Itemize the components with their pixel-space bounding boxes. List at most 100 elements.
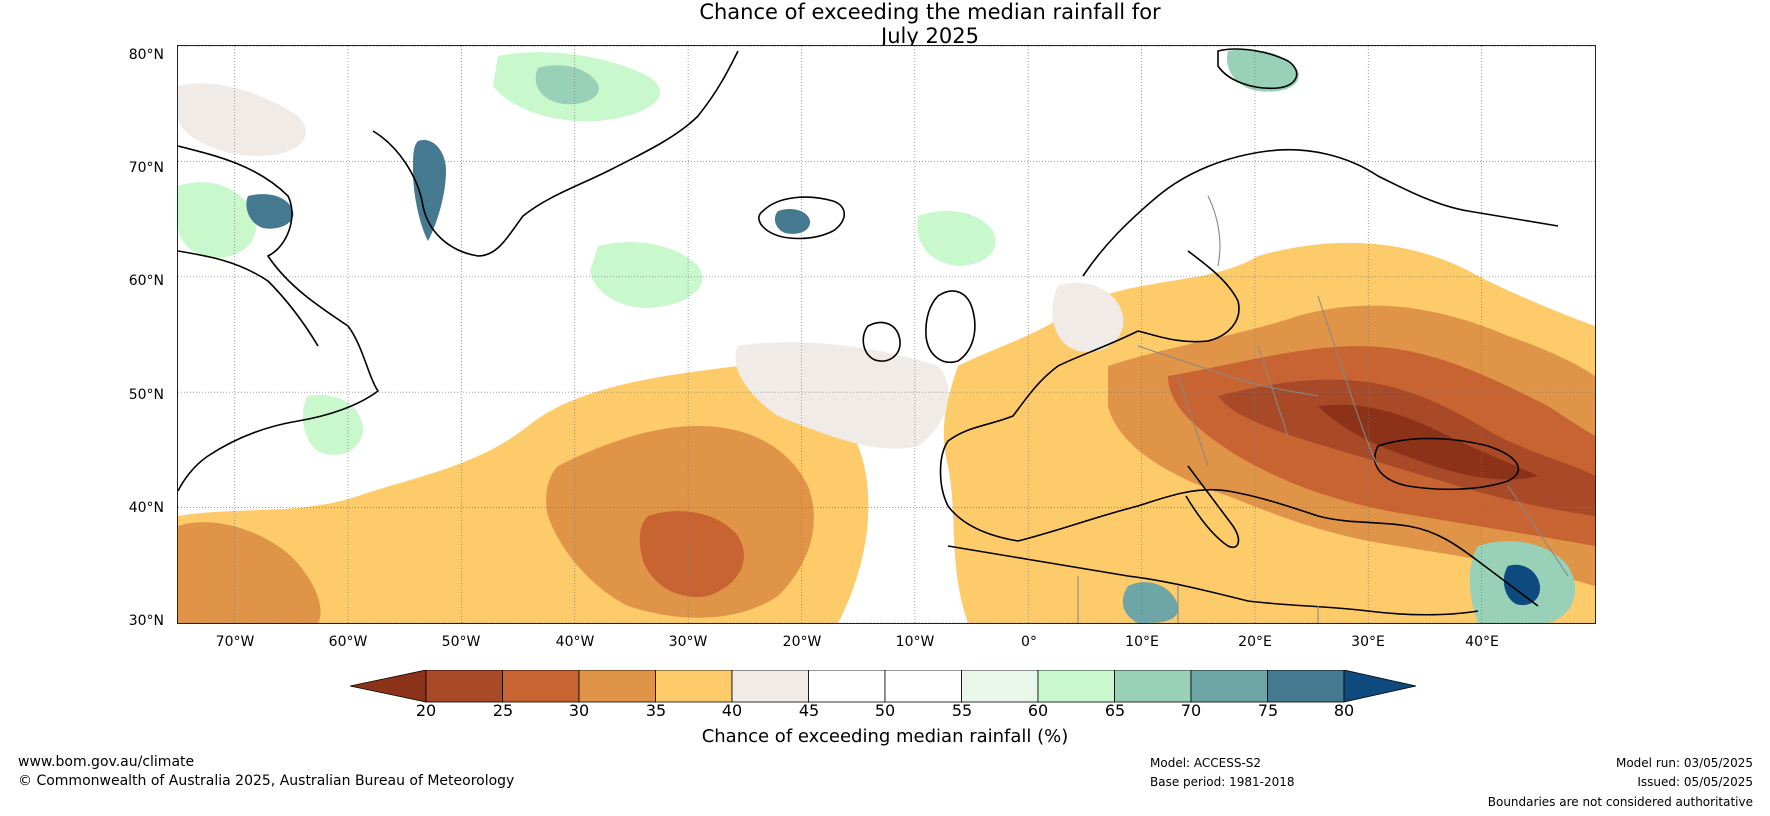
map-gridlines <box>178 46 1595 623</box>
lon-label-60w: 60°W <box>328 634 368 650</box>
model-run-text: Model run: 03/05/2025 <box>1615 756 1753 770</box>
lon-label-20w: 20°W <box>782 634 822 650</box>
lat-label-50n: 50°N <box>128 387 164 403</box>
dry-region-europe-20 <box>1318 404 1538 480</box>
lat-label-30n: 30°N <box>128 613 164 629</box>
map-title-line1: Chance of exceeding the median rainfall … <box>699 0 1161 24</box>
greenland-coast <box>372 50 739 257</box>
north-america-coast <box>178 145 380 492</box>
british-isles-coast <box>925 290 976 363</box>
colorbar-swatch <box>502 670 580 703</box>
colorbar-swatch <box>1037 670 1115 703</box>
base-period-text: Base period: 1981-2018 <box>1150 775 1295 789</box>
colorbar-tick-30: 30 <box>568 701 590 720</box>
website-text: www.bom.gov.au/climate <box>18 754 195 770</box>
colorbar-extension-high <box>1343 670 1417 703</box>
western-europe-coast <box>939 330 1139 542</box>
norway-coast <box>1082 148 1559 277</box>
colorbar-tick-50: 50 <box>874 701 896 720</box>
lon-label-40e: 40°E <box>1465 634 1499 650</box>
lon-label-20e: 20°E <box>1238 634 1272 650</box>
lat-label-40n: 40°N <box>128 500 164 516</box>
colorbar-swatch <box>425 670 503 703</box>
colorbar <box>350 670 1417 703</box>
svalbard-coast <box>1217 48 1298 90</box>
rainfall-map <box>177 45 1596 624</box>
mediterranean-coast <box>1017 488 1539 607</box>
disclaimer-text: Boundaries are not considered authoritat… <box>1487 795 1753 809</box>
dry-region-west-coast <box>178 522 321 623</box>
colorbar-tick-20: 20 <box>415 701 437 720</box>
lat-label-70n: 70°N <box>128 160 164 176</box>
border-north-africa <box>1077 576 1319 623</box>
country-borders <box>1077 195 1569 623</box>
colorbar-swatch <box>731 670 809 703</box>
labrador-coast <box>178 250 319 347</box>
black-sea-coast <box>1374 437 1520 491</box>
wet-region-iceland <box>774 209 811 234</box>
north-africa-coast <box>947 545 1479 616</box>
map-title: Chance of exceeding the median rainfall … <box>610 0 1250 48</box>
colorbar-swatch <box>578 670 656 703</box>
map-title-line2: July 2025 <box>881 24 979 48</box>
border-eastern-europe <box>1317 295 1379 467</box>
italy-coast <box>1185 465 1240 548</box>
wet-region-labrador <box>178 182 257 258</box>
wet-region-norway <box>917 211 996 266</box>
coastlines <box>178 48 1559 616</box>
lat-label-60n: 60°N <box>128 273 164 289</box>
wet-region-baffin <box>246 194 294 229</box>
colorbar-label: Chance of exceeding median rainfall (%) <box>701 726 1069 747</box>
colorbar-swatch <box>1267 670 1345 703</box>
map-canvas <box>178 46 1595 623</box>
wet-region-greenland-sea <box>590 242 703 308</box>
wet-region-libya <box>1122 582 1179 623</box>
colorbar-swatch <box>1114 670 1192 703</box>
colorbar-tick-65: 65 <box>1104 701 1126 720</box>
lon-label-50w: 50°W <box>441 634 481 650</box>
colorbar-tick-25: 25 <box>492 701 514 720</box>
border-scandinavia <box>1207 195 1221 267</box>
colorbar-tick-35: 35 <box>645 701 667 720</box>
dry-region-atlantic-30 <box>639 511 744 597</box>
colorbar-tick-60: 60 <box>1027 701 1049 720</box>
lat-label-80n: 80°N <box>128 47 164 63</box>
colorbar-tick-75: 75 <box>1257 701 1279 720</box>
colorbar-tick-55: 55 <box>951 701 973 720</box>
colorbar-swatches <box>350 670 1417 703</box>
neutral-region-mid-atlantic <box>735 342 949 449</box>
wet-region-greenland-east <box>413 140 446 241</box>
iceland-coast <box>758 196 846 240</box>
colorbar-tick-80: 80 <box>1333 701 1355 720</box>
model-text: Model: ACCESS-S2 <box>1150 756 1262 770</box>
colorbar-swatch <box>1190 670 1268 703</box>
colorbar-swatch <box>884 670 962 703</box>
wet-region-east-med-80 <box>1503 564 1541 606</box>
lon-label-10e: 10°E <box>1125 634 1159 650</box>
border-central-europe-3 <box>1257 345 1289 437</box>
colorbar-tick-40: 40 <box>721 701 743 720</box>
baltic-coast <box>1137 250 1240 343</box>
border-central-europe-1 <box>1137 345 1319 397</box>
colorbar-tick-45: 45 <box>798 701 820 720</box>
colorbar-swatch <box>961 670 1039 703</box>
colorbar-swatch <box>808 670 886 703</box>
lon-label-10w: 10°W <box>895 634 935 650</box>
ireland-coast <box>862 321 901 362</box>
wet-region-svalbard <box>1227 49 1299 92</box>
lon-label-30e: 30°E <box>1351 634 1385 650</box>
probability-fields <box>178 49 1595 623</box>
issued-text: Issued: 05/05/2025 <box>1637 775 1753 789</box>
lon-label-30w: 30°W <box>668 634 708 650</box>
wet-region-north-atlantic-70 <box>535 65 599 105</box>
colorbar-tick-70: 70 <box>1180 701 1202 720</box>
wet-region-newfoundland <box>302 395 363 455</box>
neutral-region-central <box>1052 282 1124 352</box>
neutral-region-north <box>178 83 306 156</box>
lon-label-70w: 70°W <box>215 634 255 650</box>
lon-label-40w: 40°W <box>555 634 595 650</box>
colorbar-extension-low <box>350 670 427 703</box>
colorbar-swatch <box>655 670 733 703</box>
lon-label-0: 0° <box>1021 634 1037 650</box>
border-central-europe-2 <box>1177 375 1209 467</box>
